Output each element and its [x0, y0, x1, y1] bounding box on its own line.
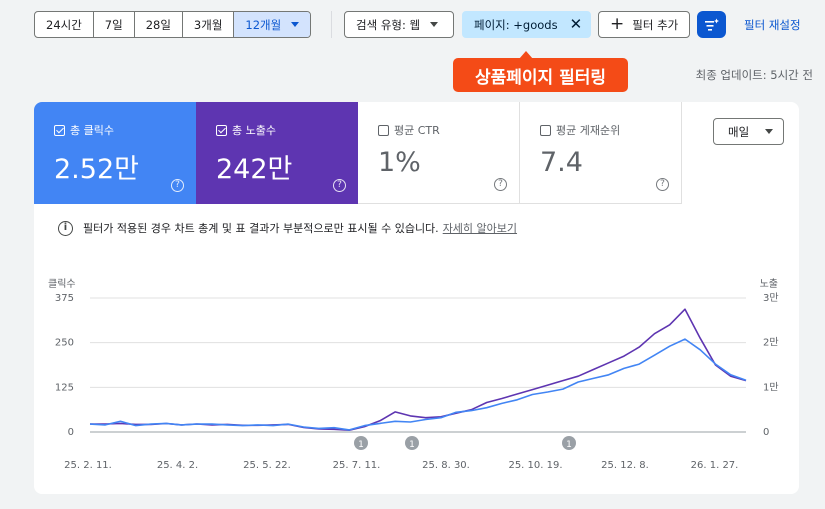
- add-filter-button[interactable]: + 필터 추가: [598, 11, 690, 38]
- help-icon[interactable]: ?: [171, 179, 184, 192]
- reset-filters-link[interactable]: 필터 재설정: [744, 18, 801, 32]
- annotation-marker-label: 1: [566, 440, 572, 450]
- right-tick-label: 2만: [763, 337, 779, 349]
- left-tick-label: 250: [55, 338, 74, 349]
- left-tick-label: 375: [55, 293, 74, 304]
- checkbox-unchecked-icon[interactable]: [378, 124, 389, 136]
- x-tick-label: 25. 5. 22.: [243, 460, 291, 471]
- x-tick-label: 26. 1. 27.: [691, 460, 739, 471]
- granularity-label: 매일: [728, 124, 750, 139]
- range-28d-button[interactable]: 28일: [135, 12, 183, 37]
- metric-value: 7.4: [540, 147, 583, 178]
- annotation-marker: [562, 436, 576, 450]
- metric-label: 평균 게재순위: [556, 124, 621, 137]
- last-updated-text: 최종 업데이트: 5시간 전: [695, 68, 813, 82]
- left-tick-label: 125: [55, 382, 74, 393]
- series-line-impressions: [90, 308, 747, 431]
- annotation-marker-label: 1: [409, 440, 415, 450]
- series-line-clicks: [89, 338, 747, 431]
- help-icon[interactable]: ?: [656, 178, 669, 191]
- chevron-down-icon: [430, 22, 439, 27]
- right-tick-label: 3만: [763, 292, 779, 304]
- metric-value: 242만: [216, 154, 293, 185]
- performance-card: 총 클릭수 2.52만 ? 총 노출수 242만 ? 평균 CTR 1% ? 평…: [34, 102, 799, 494]
- metric-label-row: 평균 게재순위: [540, 122, 681, 138]
- help-icon[interactable]: ?: [333, 179, 346, 192]
- range-12m-label: 12개월: [245, 17, 282, 32]
- annotation-callout: 상품페이지 필터링: [453, 51, 628, 92]
- chevron-down-icon: [765, 129, 774, 134]
- metric-label-row: 총 노출수: [216, 122, 358, 138]
- range-24h-button[interactable]: 24시간: [35, 12, 94, 37]
- checkbox-unchecked-icon[interactable]: [540, 124, 551, 136]
- left-axis-label: 클릭수: [48, 278, 76, 290]
- help-icon[interactable]: ?: [494, 178, 507, 191]
- metric-total-impressions[interactable]: 총 노출수 242만 ?: [196, 102, 358, 204]
- x-tick-label: 25. 8. 30.: [422, 460, 470, 471]
- checkbox-checked-icon[interactable]: [216, 124, 227, 136]
- annotation-marker-label: 1: [358, 440, 364, 450]
- range-3m-button[interactable]: 3개월: [183, 12, 235, 37]
- metric-value: 2.52만: [54, 154, 139, 185]
- search-type-dropdown[interactable]: 검색 유형: 웹: [344, 11, 454, 38]
- range-7d-button[interactable]: 7일: [94, 12, 135, 37]
- metric-label: 총 클릭수: [70, 124, 114, 137]
- left-tick-label: 0: [68, 427, 74, 438]
- right-tick-label: 1만: [763, 381, 779, 393]
- chevron-down-icon: [291, 22, 300, 27]
- metric-label: 평균 CTR: [394, 124, 440, 137]
- metric-value: 1%: [378, 147, 421, 178]
- range-12m-button[interactable]: 12개월: [234, 12, 311, 37]
- metric-average-ctr[interactable]: 평균 CTR 1% ?: [358, 102, 520, 204]
- filter-list-icon: [704, 18, 719, 31]
- performance-chart: 클릭수 노출 375 250 125 0 3만 2만 1만 0 25. 2. 11. 25. …: [48, 278, 779, 471]
- checkbox-checked-icon[interactable]: [54, 124, 65, 136]
- x-tick-label: 25. 2. 11.: [64, 460, 112, 471]
- add-filter-label: 필터 추가: [632, 17, 679, 32]
- x-tick-label: 25. 4. 2.: [157, 460, 198, 471]
- metric-average-position[interactable]: 평균 게재순위 7.4 ?: [520, 102, 682, 204]
- page-filter-chip[interactable]: 페이지: +goods ✕: [462, 11, 591, 38]
- page-filter-label: 페이지: +goods: [474, 17, 558, 32]
- x-tick-label: 25. 7. 11.: [333, 460, 381, 471]
- close-icon[interactable]: ✕: [569, 15, 583, 33]
- right-tick-label: 0: [763, 427, 769, 438]
- filter-info-banner: i 필터가 적용된 경우 차트 총계 및 표 결과가 부분적으로만 표시될 수 …: [58, 220, 517, 236]
- metric-label-row: 총 클릭수: [54, 122, 196, 138]
- learn-more-link[interactable]: 자세히 알아보기: [442, 222, 518, 235]
- x-tick-label: 25. 10. 19.: [508, 460, 562, 471]
- annotation-marker: [405, 436, 419, 450]
- metric-label-row: 평균 CTR: [378, 122, 519, 138]
- filter-settings-button[interactable]: [697, 11, 726, 38]
- info-text: 필터가 적용된 경우 차트 총계 및 표 결과가 부분적으로만 표시될 수 있습…: [83, 222, 439, 235]
- date-range-selector: 24시간 7일 28일 3개월 12개월: [34, 11, 312, 38]
- granularity-dropdown[interactable]: 매일: [713, 118, 784, 145]
- plus-icon: +: [610, 14, 625, 34]
- x-tick-label: 25. 12. 8.: [601, 460, 649, 471]
- annotation-marker: [354, 436, 368, 450]
- search-type-label: 검색 유형: 웹: [356, 17, 421, 32]
- metric-total-clicks[interactable]: 총 클릭수 2.52만 ?: [34, 102, 196, 204]
- info-icon: i: [58, 220, 73, 236]
- divider: [331, 11, 332, 38]
- metric-label: 총 노출수: [232, 124, 276, 137]
- right-axis-label: 노출: [760, 278, 778, 290]
